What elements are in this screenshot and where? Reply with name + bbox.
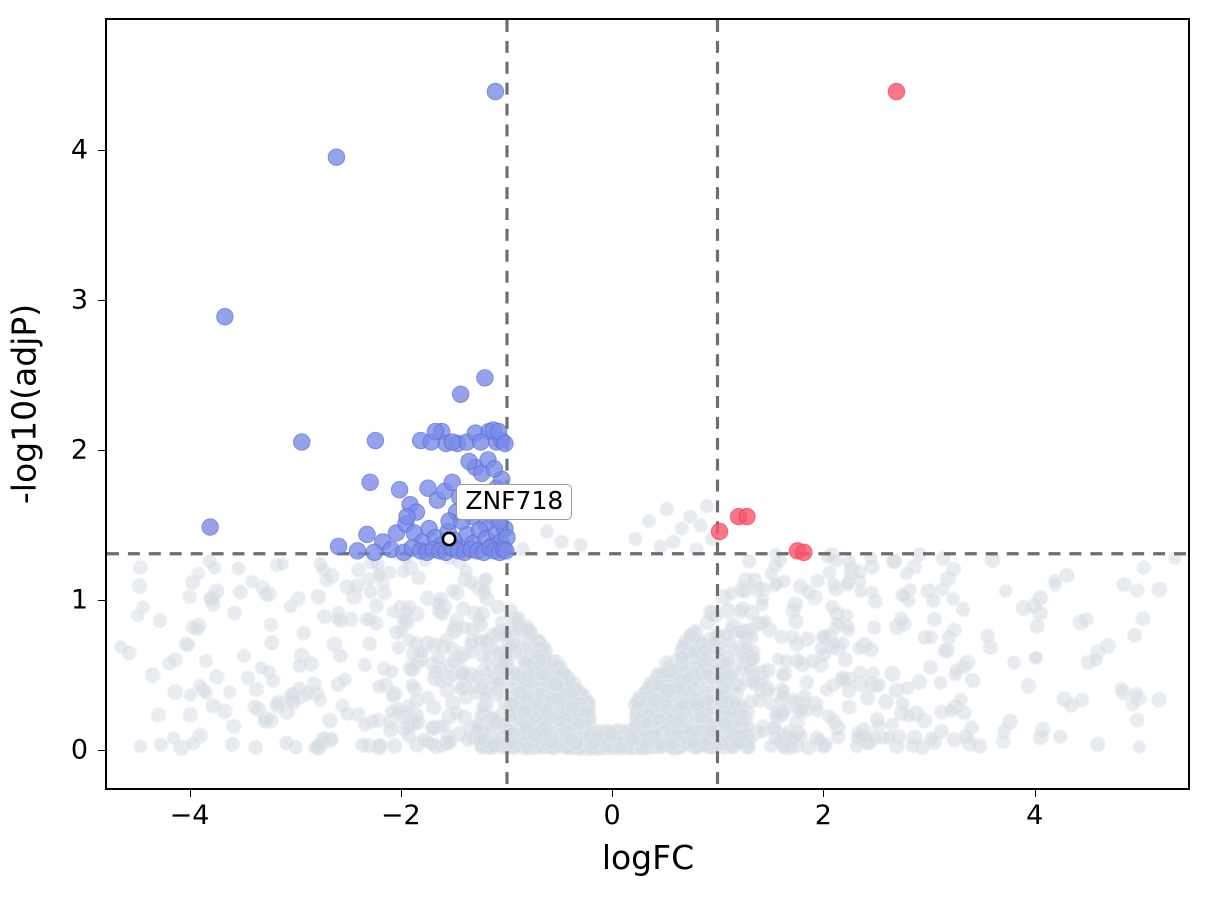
x-tick-0 (189, 790, 191, 797)
points-highlighted (441, 531, 457, 547)
gene-label-znf718: ZNF718 (456, 483, 573, 520)
y-tick-label-1: 1 (70, 584, 88, 616)
x-tick-label-0: −4 (169, 800, 210, 831)
threshold-lines (107, 20, 1188, 788)
points-upregulated (710, 82, 906, 562)
y-tick-label-0: 0 (70, 734, 88, 766)
x-tick-label-1: −2 (380, 800, 421, 831)
y-tick-0 (98, 749, 105, 751)
y-tick-label-3: 3 (70, 284, 88, 316)
y-axis-label: -log10(adjP) (4, 303, 44, 505)
x-tick-label-2: 0 (603, 800, 621, 831)
y-tick-4 (98, 149, 105, 151)
y-tick-label-2: 2 (70, 434, 88, 466)
points-not-significant (113, 498, 1182, 757)
x-tick-label-4: 4 (1026, 800, 1044, 831)
y-tick-1 (98, 599, 105, 601)
plot-area (105, 18, 1190, 790)
x-tick-1 (400, 790, 402, 797)
x-axis-label: logFC (601, 838, 695, 877)
y-tick-3 (98, 299, 105, 301)
scatter-points (107, 20, 1188, 788)
x-tick-4 (1034, 790, 1036, 797)
y-tick-2 (98, 449, 105, 451)
x-tick-label-3: 2 (814, 800, 832, 831)
y-tick-label-4: 4 (70, 134, 88, 166)
x-tick-3 (823, 790, 825, 797)
x-tick-2 (612, 790, 614, 797)
